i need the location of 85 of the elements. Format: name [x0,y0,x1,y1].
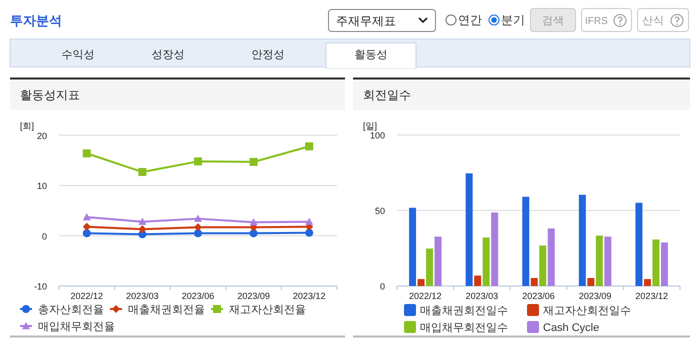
legend-item: 매입채무회전일수 [404,321,508,334]
legend-label: 매입채무회전율 [38,321,115,333]
bar [587,278,594,286]
bar [660,242,668,286]
bar [604,236,612,286]
legend-item: 매입채무회전율 [20,321,115,333]
text: 투자분석 [10,13,62,28]
legend-item: Cash Cycle [527,321,600,334]
x-tick-label: 2023/09 [237,291,270,301]
bar [652,239,660,286]
point [194,223,202,232]
y-tick-label: 100 [370,130,385,140]
x-tick-label: 2023/12 [635,291,668,301]
legend-label: 총자산회전율 [38,304,104,316]
point [82,222,91,231]
point [305,142,314,150]
bar [635,202,642,286]
point [138,168,146,176]
chart-title: 활동성지표 [20,88,80,102]
point [305,228,314,237]
point [138,225,146,234]
y-tick-label: 0 [42,231,47,242]
text: 주재무제표 [336,14,396,28]
x-tick-label: 2023/03 [126,291,159,301]
bar [474,276,482,286]
point [194,229,202,238]
legend-label: 재고자산회전일수 [543,305,631,317]
y-axis-title: [회] [20,121,34,131]
point [305,218,314,225]
bar [434,236,442,286]
bar [578,194,586,286]
legend-label: Cash Cycle [543,322,600,334]
text: 안정성 [252,49,284,61]
chart-title: 회전일수 [363,88,411,102]
x-tick-label: 2023/09 [578,291,612,301]
text: 활동성 [354,49,388,61]
legend-label: 재고자산회전율 [229,304,306,316]
x-tick-label: 2023/06 [522,291,555,301]
y-tick-label: -10 [34,282,47,292]
legend-label: 매출채권회전율 [128,304,205,316]
point [82,149,91,158]
bar [426,248,434,286]
y-axis-title: [일] [363,121,378,131]
bar [644,279,651,286]
y-tick-label: 10 [36,181,47,192]
bar [466,173,473,286]
x-tick-label: 2022/12 [409,291,442,301]
text: 분기 [501,13,525,27]
legend-item: 재고자산회전일수 [527,304,631,317]
text: 산식 [642,15,664,27]
bar [539,246,546,286]
point [138,218,146,225]
x-tick-label: 2023/12 [292,291,326,301]
point [194,214,202,222]
point [250,158,258,166]
bar [491,212,498,286]
text: 성장성 [152,49,184,61]
point [82,229,91,238]
legend-item: 매출채권회전율 [110,304,205,316]
text: 연간 [458,13,482,27]
y-tick-label: 0 [380,282,385,292]
bar [596,236,603,286]
text: 검색 [542,15,564,27]
x-tick-label: 2022/12 [70,291,104,301]
bar [522,196,530,286]
legend-item: 매출채권회전일수 [404,304,508,317]
y-tick-label: 20 [36,130,47,141]
point [194,157,202,166]
bar [482,238,490,286]
x-tick-label: 2023/03 [466,291,498,301]
legend-label: 매입채무회전일수 [420,322,508,334]
point [250,229,258,238]
legend-item: 총자산회전율 [20,304,104,316]
bar [530,278,538,286]
x-tick-label: 2023/06 [182,291,214,301]
point [250,218,258,226]
legend-label: 매출채권회전일수 [420,305,508,317]
legend-item: 재고자산회전율 [211,304,306,316]
bar [548,228,555,286]
text: 수익성 [62,49,94,61]
point [82,213,91,220]
bar [418,279,425,286]
bar [409,208,416,286]
y-tick-label: 50 [374,206,385,216]
text: IFRS [585,16,608,27]
